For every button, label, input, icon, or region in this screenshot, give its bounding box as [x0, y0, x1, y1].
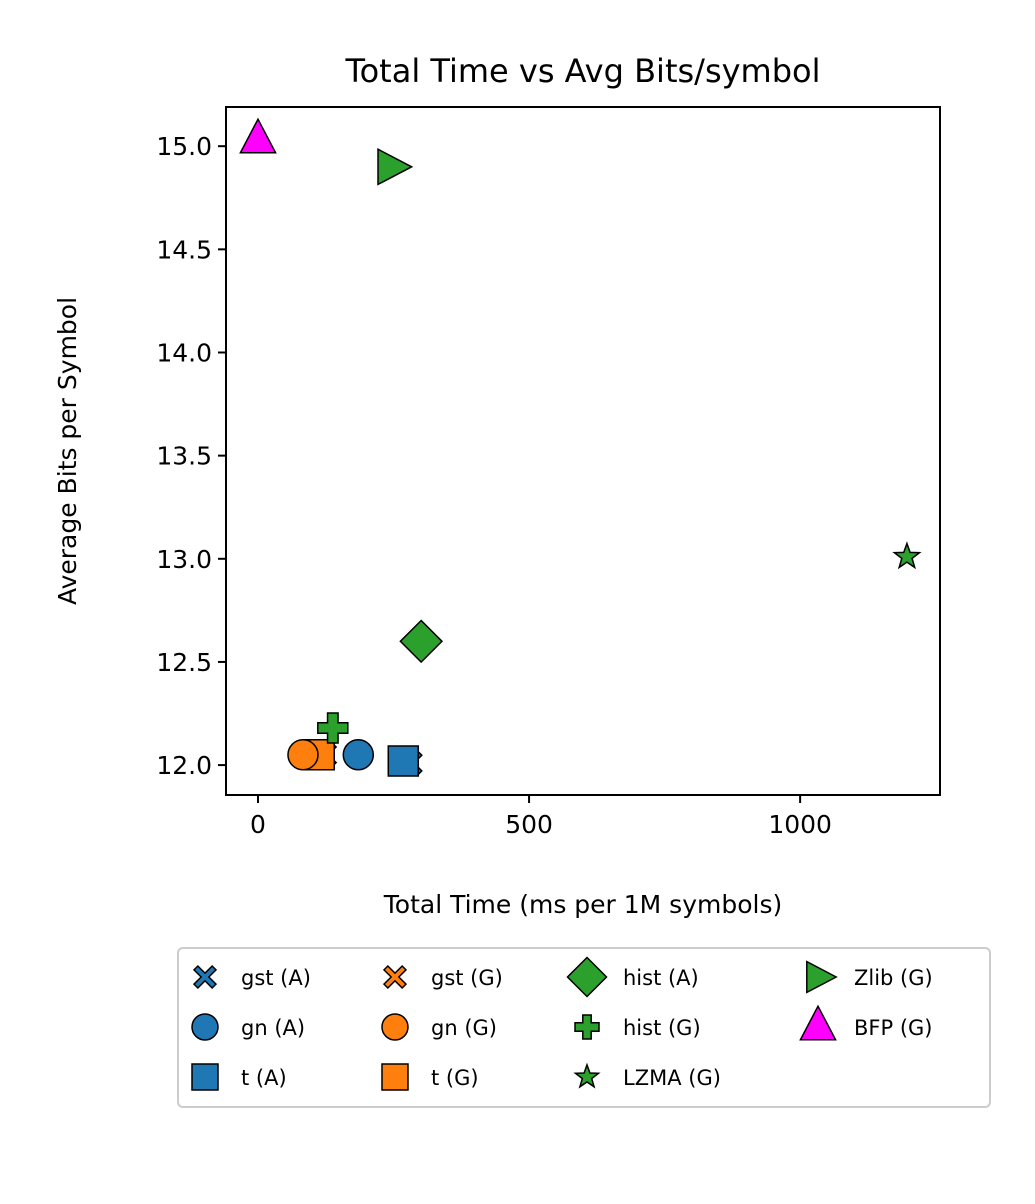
legend-label: gst (G): [431, 966, 503, 990]
y-tick-label: 13.5: [156, 442, 212, 471]
legend-marker: [566, 956, 608, 998]
legend-marker: [799, 1004, 837, 1041]
legend-marker: [806, 960, 838, 994]
legend-marker: [191, 1013, 219, 1041]
y-tick-label: 12.0: [156, 751, 212, 780]
legend-label: hist (G): [623, 1016, 701, 1040]
legend-marker: [382, 964, 408, 990]
legend-label: t (G): [431, 1066, 479, 1090]
legend-label: LZMA (G): [623, 1066, 721, 1090]
legend-marker: [574, 1014, 600, 1040]
y-axis-label: Average Bits per Symbol: [53, 297, 82, 605]
legend-label: gn (A): [241, 1016, 305, 1040]
data-point: [377, 147, 414, 186]
x-tick-label: 500: [505, 810, 553, 839]
legend-label: t (A): [241, 1066, 287, 1090]
data-point: [399, 619, 444, 664]
legend-label: Zlib (G): [854, 966, 933, 990]
y-tick-label: 14.5: [156, 235, 212, 264]
chart-title: Total Time vs Avg Bits/symbol: [344, 52, 820, 90]
legend-label: BFP (G): [854, 1016, 932, 1040]
data-point: [387, 745, 420, 777]
legend-marker: [381, 1013, 409, 1041]
data-point: [342, 739, 375, 771]
legend-label: gst (A): [241, 966, 311, 990]
data-point: [892, 541, 922, 570]
y-tick-label: 15.0: [156, 132, 212, 161]
data-point: [239, 117, 277, 154]
y-tick-label: 13.0: [156, 545, 212, 574]
y-tick-label: 12.5: [156, 648, 212, 677]
y-tick-label: 14.0: [156, 338, 212, 367]
data-point: [287, 739, 319, 771]
x-axis-label: Total Time (ms per 1M symbols): [383, 890, 783, 919]
data-point: [317, 712, 349, 744]
legend-label: gn (G): [431, 1016, 497, 1040]
legend-marker: [573, 1062, 601, 1089]
legend-label: hist (A): [623, 966, 699, 990]
plot-frame: [225, 106, 941, 796]
x-tick-label: 0: [250, 810, 266, 839]
legend-marker: [192, 964, 218, 990]
legend-marker: [191, 1063, 219, 1091]
legend-marker: [381, 1063, 409, 1091]
x-tick-label: 1000: [768, 810, 832, 839]
